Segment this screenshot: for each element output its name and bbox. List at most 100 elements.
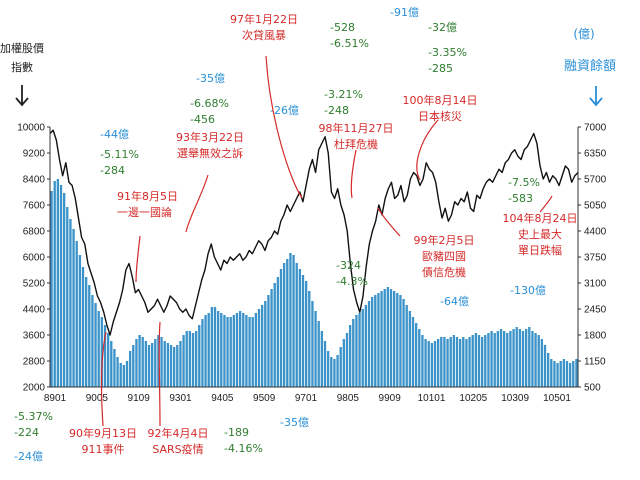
financing-bar [336,355,339,387]
financing-bar [524,329,528,387]
financing-bar [474,333,478,387]
financing-bar [106,333,110,387]
x-tick-label: 9301 [169,393,192,404]
annotation-text: -189 [224,426,249,439]
financing-bar [308,291,311,387]
financing-bar [502,331,506,387]
financing-bar [540,339,544,387]
financing-bar [84,277,88,387]
financing-bar [424,339,427,387]
arrow-down-icon [15,85,29,107]
financing-bar [330,357,333,387]
financing-bar [446,339,449,387]
financing-bar [50,191,53,387]
x-tick-label: 9405 [211,393,234,404]
left-tick-label: 2800 [23,357,46,368]
annotation: -3.21% -248 [324,88,363,117]
financing-bar [380,291,383,387]
pointer-arrow [185,174,209,233]
financing-bar [352,319,355,387]
financing-bar [484,335,487,387]
financing-bar [176,345,179,387]
annotation-text: 單日跌幅 [518,243,562,257]
annotation-text: -4.16% [224,442,263,455]
annotation-text: -6.68% [190,97,229,110]
financing-bar [477,335,481,387]
financing-bar [386,287,390,387]
annotation: -64億 [440,295,469,308]
financing-bar [295,263,298,387]
annotation-text: -284 [100,164,125,177]
financing-bar [163,341,166,387]
annotation-text: SARS疫情 [152,442,203,456]
financing-bar [565,361,569,387]
financing-bar [493,333,496,387]
annotation: -324 -4.3% [336,259,368,288]
annotation-text: 98年11月27日 [319,121,394,135]
financing-bar [97,311,100,387]
financing-bar [235,313,239,387]
financing-bar [172,347,176,387]
financing-bar [443,337,446,387]
pointer-arrow [135,235,141,283]
right-tick-label: 500 [584,383,601,394]
financing-bar [257,309,261,387]
financing-bar [528,327,531,387]
annotation-text: 次貸風暴 [242,28,286,42]
financing-bar [377,293,380,387]
pointer-arrow [416,119,439,181]
annotation-text: -35億 [280,416,309,429]
financing-bar [78,255,82,387]
left-tick-label: 3600 [23,331,46,342]
financing-bar [323,341,327,387]
financing-bar [462,337,465,387]
pointer-arrow [265,55,303,199]
pointer-arrow [539,195,553,213]
financing-bar [543,345,547,387]
x-tick-label: 10205 [459,393,487,404]
annotation-text: 一邊一國論 [117,205,172,219]
financing-bar [113,349,116,387]
financing-bar [559,361,562,387]
financing-bar [169,345,173,387]
financing-bar [515,327,518,387]
financing-bar [396,293,399,387]
financing-bar [499,329,503,387]
x-tick-label: 9509 [253,393,276,404]
financing-bar [179,341,182,387]
annotation-text: 91年8月5日 [117,189,178,203]
financing-bar [276,277,280,387]
financing-bar [289,253,292,387]
financing-bar [216,311,220,387]
annotation-text: 92年4月4日 [148,426,209,440]
financing-bar [411,317,415,387]
financing-bar [292,255,295,387]
financing-bar [119,363,122,387]
annotation-text: -91億 [390,6,419,19]
financing-bar [452,335,456,387]
financing-bar [449,337,452,387]
financing-bar [370,297,374,387]
financing-bar [66,207,69,387]
financing-bar [188,331,192,387]
financing-bar [553,361,556,387]
financing-bar [103,325,107,387]
annotation-text: -6.51% [330,37,369,50]
financing-bar [147,345,151,387]
annotation-text: 史上最大 [518,227,562,241]
financing-bar [534,333,537,387]
annotation-text: -5.37% [14,410,53,423]
financing-bar [185,331,188,387]
financing-bar [213,307,217,387]
financing-bar [59,185,63,387]
financing-bar [392,291,396,387]
financing-bar [204,315,207,387]
financing-bar [150,343,154,387]
financing-bar [311,301,314,387]
x-tick-label: 9701 [295,393,318,404]
annotation-text: -583 [508,192,533,205]
taiex-index-line [49,129,579,336]
